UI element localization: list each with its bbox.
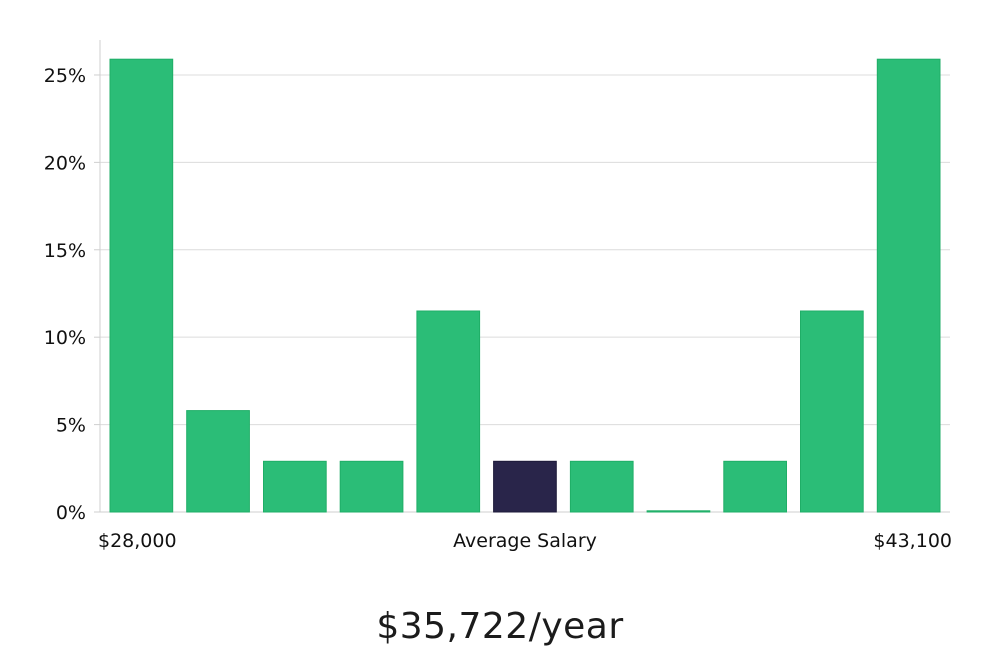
bar xyxy=(186,410,250,513)
bar xyxy=(416,310,481,513)
y-tick-label: 10% xyxy=(44,327,86,349)
bar xyxy=(263,460,327,513)
average-salary-value: $35,722/year xyxy=(376,606,624,647)
bar xyxy=(723,460,787,513)
y-tick-label: 0% xyxy=(56,502,86,524)
bar xyxy=(800,310,864,513)
bar xyxy=(876,58,941,513)
y-tick-label: 15% xyxy=(44,240,86,262)
bar xyxy=(339,460,404,513)
y-tick-label: 5% xyxy=(56,415,86,437)
bars xyxy=(109,58,941,513)
bar-highlighted xyxy=(493,460,557,513)
x-max-label: $43,100 xyxy=(873,530,952,552)
x-axis-title: Average Salary xyxy=(453,530,597,552)
y-tick-label: 20% xyxy=(44,152,86,174)
y-tick-labels: 0% 5% 10% 15% 20% 25% xyxy=(44,65,86,524)
x-min-label: $28,000 xyxy=(98,530,177,552)
y-tick-label: 25% xyxy=(44,65,86,87)
bar xyxy=(109,58,174,513)
bar xyxy=(569,460,634,513)
chart-canvas: 0% 5% 10% 15% 20% 25% $28,000 Average Salary … xyxy=(44,40,952,552)
bar xyxy=(646,510,711,513)
x-labels: $28,000 Average Salary $43,100 xyxy=(98,530,952,552)
